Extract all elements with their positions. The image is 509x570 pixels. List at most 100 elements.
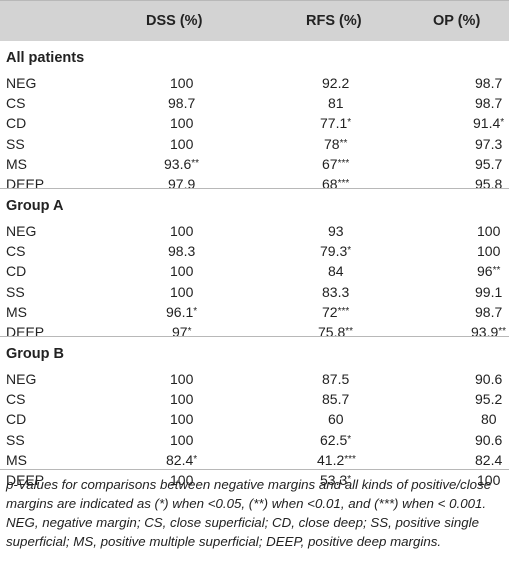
- table-row: NEG 100 92.2 98.7: [0, 75, 509, 95]
- dss-cell: 100: [170, 115, 194, 132]
- section-title: Group A: [6, 198, 64, 214]
- rfs-cell: 77.1*: [320, 115, 352, 132]
- rfs-cell: 79.3*: [320, 243, 352, 260]
- op-cell: 90.6: [475, 371, 503, 387]
- table-row: CS 98.3 79.3* 100: [0, 243, 509, 263]
- dss-cell: 97.9: [168, 176, 196, 192]
- row-label: NEG: [6, 371, 37, 387]
- section-divider: [0, 336, 509, 337]
- op-cell: 95.7: [475, 155, 503, 172]
- table-row: SS 100 62.5* 90.6: [0, 432, 509, 452]
- table-row: NEG 100 93 100: [0, 223, 509, 243]
- op-cell: 97.3: [475, 135, 503, 152]
- table-row: MS 96.1* 72*** 98.7: [0, 304, 509, 324]
- dss-cell: 100: [170, 263, 194, 280]
- table-row: DEEP 100 53.3* 100: [0, 472, 509, 492]
- table-row: DEEP 97* 75.8** 93.9**: [0, 324, 509, 344]
- section-title: All patients: [6, 50, 85, 66]
- header-rfs: RFS (%): [306, 13, 362, 29]
- table-row: SS 100 78** 97.3: [0, 136, 509, 156]
- op-cell: 98.7: [475, 95, 503, 112]
- rfs-cell: 87.5: [322, 371, 350, 387]
- op-cell: 90.6: [475, 431, 503, 448]
- row-label: DEEP: [6, 472, 45, 488]
- dss-cell: 100: [170, 431, 194, 448]
- rfs-cell: 62.5*: [320, 431, 352, 448]
- rfs-cell: 41.2***: [317, 451, 356, 468]
- table-row: CS 100 85.7 95.2: [0, 391, 509, 411]
- dss-cell: 98.7: [168, 95, 196, 112]
- table-footnote: p-Values for comparisons between negativ…: [6, 475, 503, 551]
- op-cell: 82.4: [475, 451, 503, 468]
- row-label: SS: [6, 431, 25, 448]
- row-label: CD: [6, 115, 27, 132]
- row-label: SS: [6, 283, 25, 300]
- rfs-cell: 84: [328, 263, 344, 280]
- dss-cell: 96.1*: [166, 303, 198, 320]
- dss-cell: 100: [170, 75, 194, 91]
- op-cell: 98.7: [475, 303, 503, 320]
- rfs-cell: 85.7: [322, 391, 350, 408]
- row-label: MS: [6, 155, 27, 172]
- table-row: CD 100 60 80: [0, 411, 509, 431]
- row-label: CS: [6, 391, 26, 408]
- row-label: SS: [6, 135, 25, 152]
- op-cell: 99.1: [475, 283, 503, 300]
- dss-cell: 93.6**: [164, 155, 200, 172]
- rfs-cell: 83.3: [322, 283, 350, 300]
- row-label: NEG: [6, 75, 37, 91]
- header-dss: DSS (%): [146, 13, 203, 29]
- rfs-cell: 81: [328, 95, 344, 112]
- op-cell: 100: [477, 472, 501, 488]
- dss-cell: 100: [170, 135, 194, 152]
- dss-cell: 98.3: [168, 243, 196, 260]
- table-row: SS 100 83.3 99.1: [0, 284, 509, 304]
- row-label: DEEP: [6, 324, 45, 340]
- op-cell: 80: [481, 411, 497, 428]
- rfs-cell: 92.2: [322, 75, 350, 91]
- dss-cell: 100: [170, 472, 194, 488]
- footnote-pvalues: p-Values for comparisons between negativ…: [6, 477, 492, 511]
- table-row: NEG 100 87.5 90.6: [0, 371, 509, 391]
- table-header: DSS (%) RFS (%) OP (%): [0, 0, 509, 41]
- dss-cell: 100: [170, 283, 194, 300]
- dss-cell: 100: [170, 391, 194, 408]
- dss-cell: 100: [170, 223, 194, 239]
- table-row: MS 82.4* 41.2*** 82.4: [0, 452, 509, 472]
- table-bottom-rule: [0, 469, 509, 470]
- table-row: CS 98.7 81 98.7: [0, 95, 509, 115]
- row-label: MS: [6, 303, 27, 320]
- rfs-cell: 72***: [322, 303, 350, 320]
- op-cell: 93.9**: [471, 324, 507, 340]
- rfs-cell: 53.3*: [320, 472, 352, 488]
- row-label: CD: [6, 411, 27, 428]
- op-cell: 91.4*: [473, 115, 505, 132]
- rfs-cell: 78**: [324, 135, 348, 152]
- footnote-abbreviations: NEG, negative margin; CS, close superfic…: [6, 515, 479, 549]
- dss-cell: 82.4*: [166, 451, 198, 468]
- op-cell: 100: [477, 243, 501, 260]
- op-cell: 96**: [477, 263, 501, 280]
- section-title: Group B: [6, 346, 64, 362]
- rfs-cell: 68***: [322, 176, 350, 192]
- row-label: MS: [6, 451, 27, 468]
- rfs-cell: 93: [328, 223, 344, 239]
- dss-cell: 97*: [172, 324, 192, 340]
- row-label: CS: [6, 95, 26, 112]
- table-row: MS 93.6** 67*** 95.7: [0, 156, 509, 176]
- op-cell: 100: [477, 223, 501, 239]
- section-divider: [0, 188, 509, 189]
- table-row: DEEP 97.9 68*** 95.8: [0, 176, 509, 196]
- row-label: CS: [6, 243, 26, 260]
- row-label: CD: [6, 263, 27, 280]
- row-label: DEEP: [6, 176, 45, 192]
- row-label: NEG: [6, 223, 37, 239]
- header-op: OP (%): [433, 13, 481, 29]
- table-row: CD 100 84 96**: [0, 263, 509, 283]
- table-row: CD 100 77.1* 91.4*: [0, 115, 509, 135]
- op-cell: 98.7: [475, 75, 503, 91]
- rfs-cell: 60: [328, 411, 344, 428]
- op-cell: 95.2: [475, 391, 503, 408]
- dss-cell: 100: [170, 371, 194, 387]
- dss-cell: 100: [170, 411, 194, 428]
